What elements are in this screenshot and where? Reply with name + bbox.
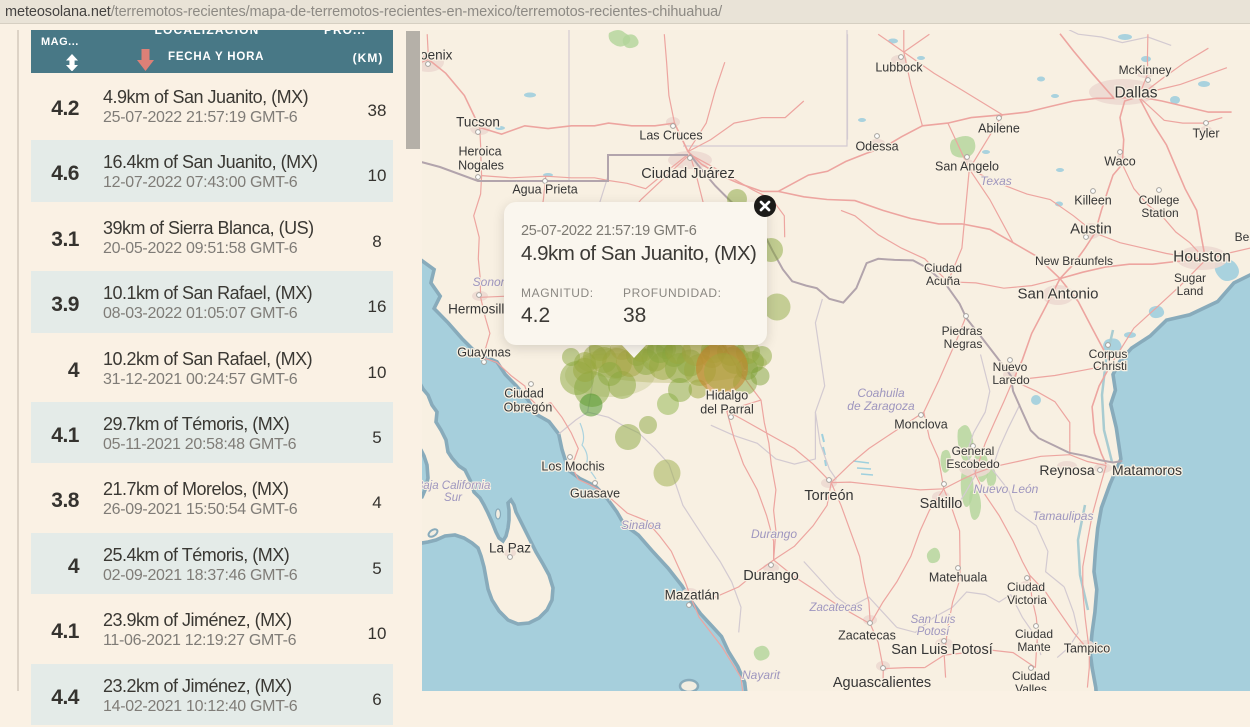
svg-text:Piedras: Piedras: [942, 324, 983, 338]
svg-text:Land: Land: [1177, 284, 1204, 298]
svg-text:Heroica: Heroica: [458, 144, 501, 158]
svg-text:Falls: Falls: [1065, 30, 1090, 33]
svg-text:Hidalgo: Hidalgo: [706, 388, 748, 402]
svg-text:Zacatecas: Zacatecas: [838, 628, 896, 642]
svg-text:Hermosillo: Hermosillo: [448, 302, 512, 317]
svg-text:Laredo: Laredo: [992, 373, 1030, 387]
svg-text:Station: Station: [1141, 206, 1178, 220]
svg-text:College: College: [1139, 193, 1180, 207]
svg-text:Ciudad: Ciudad: [1015, 627, 1053, 641]
svg-text:Baja California: Baja California: [422, 480, 490, 492]
svg-text:Tucson: Tucson: [456, 115, 500, 130]
svg-text:Mante: Mante: [1017, 640, 1051, 654]
svg-text:San Luis: San Luis: [911, 614, 956, 626]
svg-text:Odessa: Odessa: [855, 139, 898, 153]
svg-text:Ciudad: Ciudad: [924, 261, 962, 275]
svg-text:Monclova: Monclova: [894, 417, 948, 431]
svg-text:Nuevo: Nuevo: [993, 360, 1028, 374]
svg-text:Waco: Waco: [1104, 154, 1136, 168]
svg-text:Aguascalientes: Aguascalientes: [833, 675, 931, 691]
svg-text:Sinaloa: Sinaloa: [621, 518, 661, 532]
svg-text:New Braunfels: New Braunfels: [1035, 254, 1113, 268]
svg-text:del Parral: del Parral: [700, 402, 754, 416]
svg-text:Dallas: Dallas: [1114, 84, 1157, 101]
svg-text:Abilene: Abilene: [978, 121, 1020, 135]
svg-text:Mazatlán: Mazatlán: [665, 588, 720, 603]
svg-text:Ciudad: Ciudad: [1007, 580, 1045, 594]
svg-text:General: General: [952, 444, 995, 458]
svg-text:Phoenix: Phoenix: [422, 48, 453, 63]
svg-text:Escobedo: Escobedo: [946, 457, 1000, 471]
svg-text:Ciudad: Ciudad: [504, 386, 544, 400]
svg-text:Houston: Houston: [1173, 248, 1231, 265]
svg-text:Ciudad Juárez: Ciudad Juárez: [641, 166, 735, 182]
svg-text:San Luis Potosí: San Luis Potosí: [891, 642, 993, 658]
svg-text:Sonora: Sonora: [473, 275, 512, 289]
svg-text:Corpus: Corpus: [1089, 347, 1128, 361]
svg-text:Tyler: Tyler: [1192, 126, 1219, 140]
svg-text:Negras: Negras: [944, 337, 983, 351]
svg-text:Lubbock: Lubbock: [875, 60, 923, 74]
svg-text:Matamoros: Matamoros: [1112, 462, 1182, 478]
svg-text:Nuevo León: Nuevo León: [974, 482, 1039, 496]
svg-text:Guasave: Guasave: [570, 486, 620, 500]
svg-text:Ciudad: Ciudad: [1012, 669, 1050, 683]
svg-text:Reynosa: Reynosa: [1039, 462, 1094, 478]
svg-text:Guaymas: Guaymas: [457, 345, 511, 359]
svg-text:Durango: Durango: [743, 568, 799, 584]
svg-text:Potosí: Potosí: [917, 626, 951, 638]
svg-text:Victoria: Victoria: [1007, 593, 1047, 607]
svg-text:Zacatecas: Zacatecas: [808, 602, 862, 614]
svg-text:Valles: Valles: [1015, 682, 1047, 691]
svg-text:San Angelo: San Angelo: [935, 159, 999, 173]
svg-text:McKinney: McKinney: [1119, 63, 1172, 77]
svg-text:Sugar: Sugar: [1174, 271, 1206, 285]
svg-text:Coahuila: Coahuila: [857, 386, 905, 400]
svg-text:Saltillo: Saltillo: [920, 496, 963, 512]
svg-text:Los Mochis: Los Mochis: [541, 459, 604, 473]
svg-text:Beaumont: Beaumont: [1235, 230, 1250, 244]
svg-text:La Paz: La Paz: [489, 541, 531, 556]
svg-text:Austin: Austin: [1070, 220, 1112, 237]
svg-text:Christi: Christi: [1093, 359, 1127, 373]
svg-text:Agua Prieta: Agua Prieta: [512, 182, 577, 196]
svg-text:Nayarit: Nayarit: [742, 668, 781, 682]
svg-text:Acuña: Acuña: [926, 274, 960, 288]
svg-text:Nogales: Nogales: [458, 158, 504, 172]
svg-text:Tampico: Tampico: [1064, 641, 1111, 655]
svg-text:Torreón: Torreón: [804, 488, 853, 504]
svg-text:Killeen: Killeen: [1074, 193, 1112, 207]
svg-text:Obregón: Obregón: [504, 400, 553, 414]
svg-text:Texas: Texas: [980, 174, 1012, 188]
svg-text:de Zaragoza: de Zaragoza: [847, 399, 915, 413]
svg-text:Durango: Durango: [751, 527, 797, 541]
svg-text:Sur: Sur: [444, 492, 463, 504]
svg-text:Tamaulipas: Tamaulipas: [1033, 509, 1094, 523]
svg-text:San Antonio: San Antonio: [1018, 285, 1099, 302]
svg-text:Matehuala: Matehuala: [929, 570, 987, 584]
svg-text:Las Cruces: Las Cruces: [639, 128, 702, 142]
